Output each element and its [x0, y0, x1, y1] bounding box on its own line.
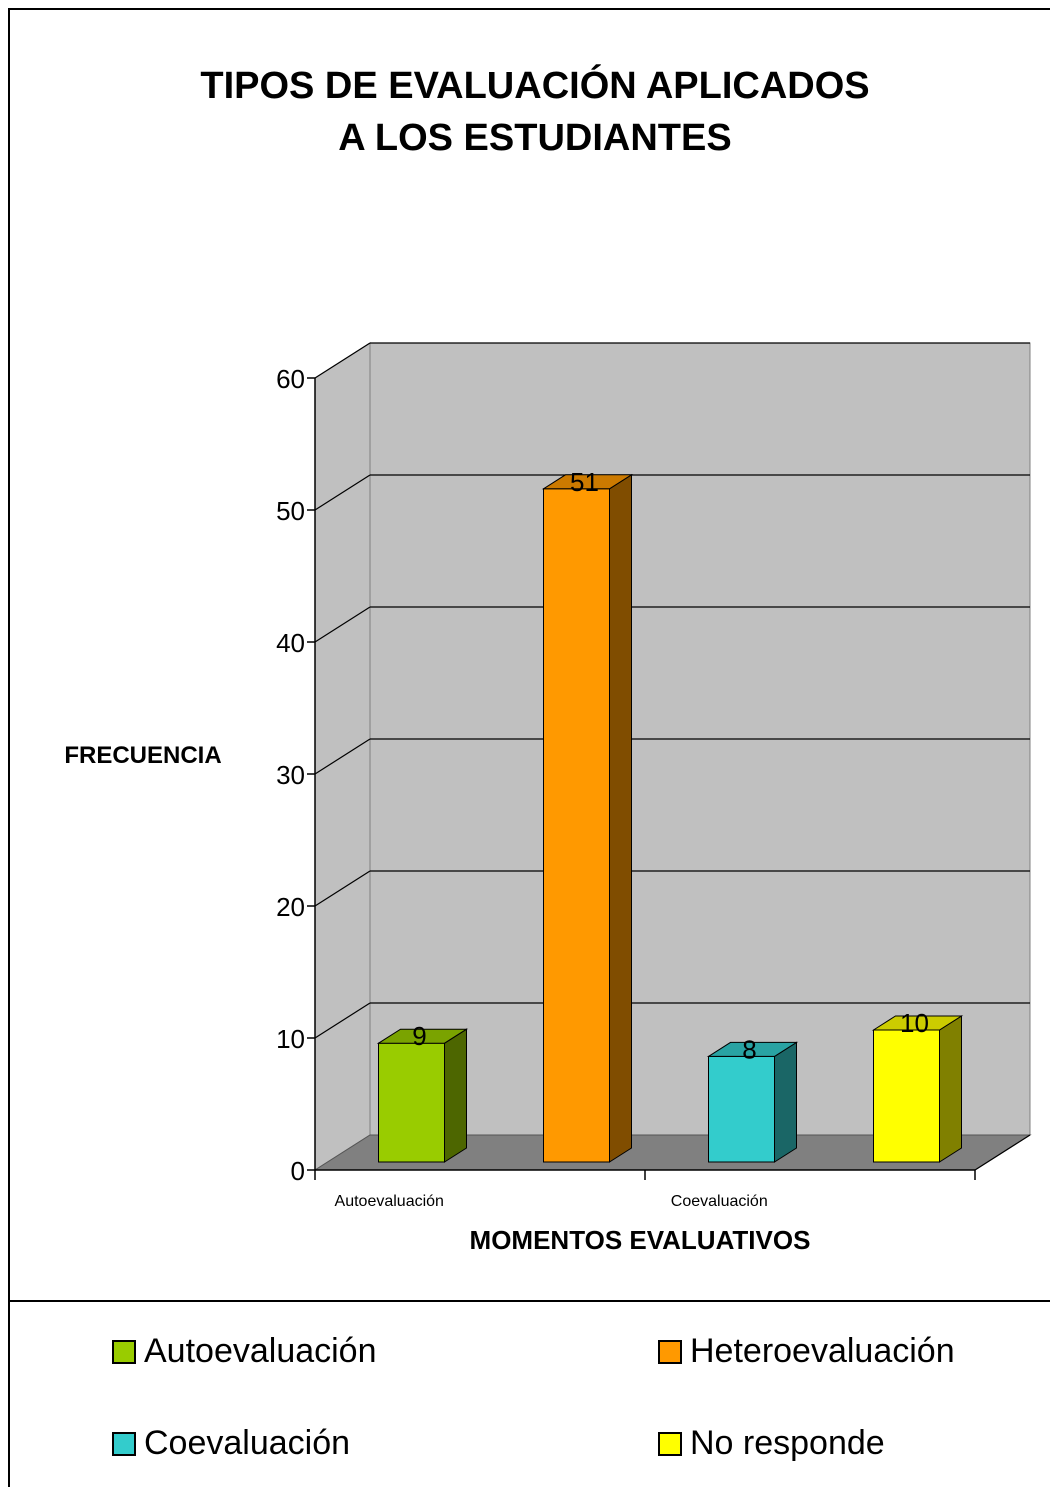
- bar-side: [774, 1041, 797, 1163]
- bar-top: [871, 1015, 964, 1031]
- y-axis-title: FRECUENCIA: [64, 742, 222, 769]
- chart-plot: 0 10 20 30 40 50 60 Autoevaluación Coevaluación 9…: [276, 342, 1032, 1210]
- y-tick-label: 10: [276, 1024, 305, 1054]
- data-label: 51: [570, 467, 599, 497]
- bar: [873, 1029, 940, 1163]
- legend-item-autoevaluacion: Autoevaluación: [112, 1332, 377, 1371]
- legend-item-coevaluacion: Coevaluación: [112, 1424, 350, 1463]
- gridline-side: [314, 606, 371, 643]
- x-tick-label: Autoevaluación: [335, 1193, 444, 1210]
- legend-label-coevaluacion: Coevaluación: [144, 1424, 351, 1462]
- bar: [708, 1055, 775, 1163]
- legend: Autoevaluación Heteroevaluación Coevalua…: [8, 1300, 1050, 1487]
- gridline-side: [314, 738, 371, 775]
- bar: [543, 488, 610, 1163]
- legend-swatch-autoevaluacion: [112, 1339, 136, 1364]
- bar: [378, 1042, 445, 1163]
- legend-swatch-coevaluacion: [112, 1431, 136, 1456]
- x-axis-title: MOMENTOS EVALUATIVOS: [469, 1225, 811, 1255]
- y-tick-label: 50: [276, 496, 305, 526]
- bar-side: [444, 1028, 467, 1163]
- bar-side: [609, 473, 632, 1163]
- data-label: 10: [900, 1008, 929, 1038]
- y-tick-label: 60: [276, 364, 305, 394]
- bar-side: [939, 1015, 962, 1163]
- data-label: 9: [412, 1021, 426, 1051]
- legend-swatch-no-responde: [658, 1431, 682, 1456]
- bar-top: [541, 474, 634, 490]
- legend-item-no-responde: No responde: [658, 1424, 885, 1463]
- gridline-side: [314, 342, 371, 379]
- data-label: 8: [742, 1034, 756, 1064]
- chart-title: TIPOS DE EVALUACIÓN APLICADOS A LOS ESTU…: [200, 65, 870, 159]
- y-tick-label: 30: [276, 760, 305, 790]
- legend-label-heteroevaluacion: Heteroevaluación: [690, 1332, 955, 1370]
- legend-item-heteroevaluacion: Heteroevaluación: [658, 1332, 955, 1371]
- bar-top: [376, 1028, 469, 1044]
- legend-swatch-heteroevaluacion: [658, 1339, 682, 1364]
- gridline-side: [314, 1002, 371, 1039]
- bar-top: [706, 1041, 799, 1057]
- y-tick-label: 20: [276, 892, 305, 922]
- floor-edge: [974, 1134, 1031, 1171]
- legend-label-autoevaluacion: Autoevaluación: [144, 1332, 377, 1370]
- x-tick-label: Coevaluación: [671, 1193, 768, 1210]
- y-tick-label: 0: [291, 1156, 305, 1186]
- gridline-side: [314, 474, 371, 511]
- legend-label-no-responde: No responde: [690, 1424, 885, 1462]
- gridline-side: [314, 870, 371, 907]
- y-tick-label: 40: [276, 628, 305, 658]
